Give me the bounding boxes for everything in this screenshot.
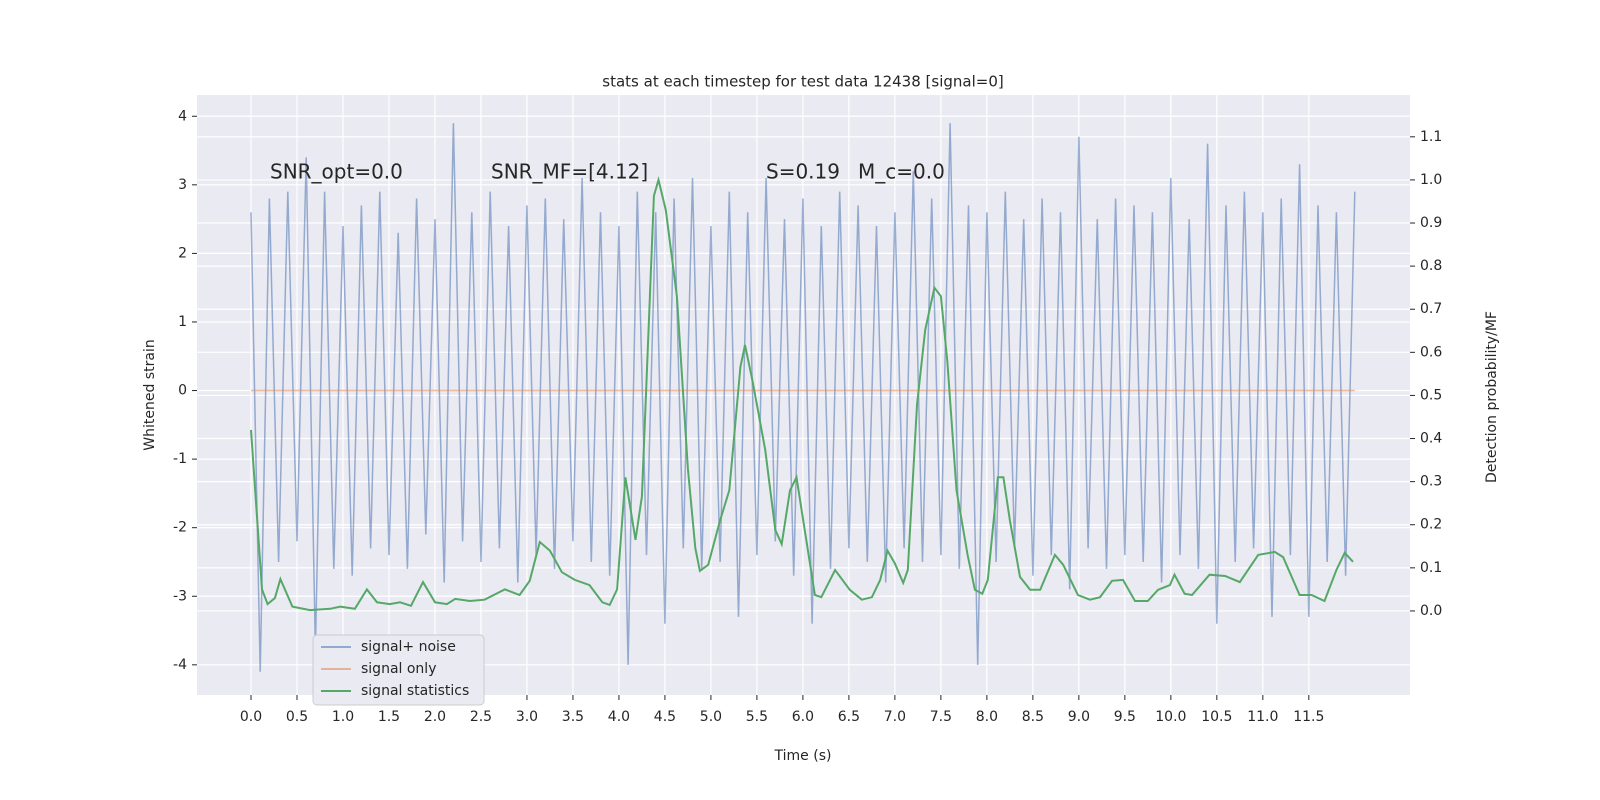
y2-tick-label: 0.0	[1420, 603, 1442, 619]
x-tick-label: 0.0	[240, 709, 262, 725]
x-tick-label: 1.5	[378, 709, 400, 725]
annotation: SNR_opt=0.0	[270, 160, 403, 184]
y2-tick-label: 1.1	[1420, 129, 1442, 145]
y2-tick-label: 0.9	[1420, 215, 1442, 231]
x-tick-label: 7.5	[930, 709, 952, 725]
x-tick-label: 8.5	[1022, 709, 1044, 725]
y-tick-label: -4	[173, 657, 187, 673]
series-line	[250, 123, 1356, 672]
y-tick-label: 1	[178, 314, 187, 330]
x-axis-label: Time (s)	[774, 748, 832, 764]
x-tick-label: 8.0	[976, 709, 998, 725]
x-tick-label: 3.0	[516, 709, 538, 725]
x-tick-label: 7.0	[884, 709, 906, 725]
x-tick-label: 6.5	[838, 709, 860, 725]
y-tick-label: 4	[178, 108, 187, 124]
legend-label: signal statistics	[361, 683, 469, 699]
legend-label: signal+ noise	[361, 639, 456, 655]
y2-tick-label: 0.6	[1420, 344, 1442, 360]
y2-tick-label: 0.2	[1420, 517, 1442, 533]
legend: signal+ noise signal only signal statistic…	[312, 634, 485, 706]
y2-tick-label: 0.8	[1420, 258, 1442, 274]
y2-tick-label: 0.1	[1420, 560, 1442, 576]
y-tick-label: 0	[178, 383, 187, 399]
x-tick-label: 1.0	[332, 709, 354, 725]
legend-box	[312, 634, 485, 706]
y-axis-label: Whitened strain	[142, 339, 158, 450]
x-tick-label: 10.0	[1155, 709, 1186, 725]
x-tick-label: 9.5	[1114, 709, 1136, 725]
y2-tick-label: 0.4	[1420, 431, 1442, 447]
x-tick-label: 3.5	[562, 709, 584, 725]
y-tick-label: 2	[178, 245, 187, 261]
x-tick-label: 2.5	[470, 709, 492, 725]
legend-label: signal only	[361, 661, 436, 677]
x-tick-label: 6.0	[792, 709, 814, 725]
x-tick-label: 2.0	[424, 709, 446, 725]
annotation: S=0.19	[766, 160, 840, 184]
y-tick-label: 3	[178, 177, 187, 193]
y-tick-label: -3	[173, 588, 187, 604]
annotation: SNR_MF=[4.12]	[491, 160, 648, 184]
y2-tick-label: 0.7	[1420, 301, 1442, 317]
series-line	[250, 175, 1354, 612]
chart-title: stats at each timestep for test data 124…	[602, 73, 1003, 91]
y2-tick-label: 0.5	[1420, 387, 1442, 403]
y2-tick-label: 0.3	[1420, 474, 1442, 490]
x-tick-label: 5.5	[746, 709, 768, 725]
x-tick-label: 11.5	[1293, 709, 1324, 725]
x-tick-label: 0.5	[286, 709, 308, 725]
x-tick-label: 4.5	[654, 709, 676, 725]
x-tick-label: 4.0	[608, 709, 630, 725]
x-tick-label: 5.0	[700, 709, 722, 725]
annotation: M_c=0.0	[858, 160, 945, 184]
x-tick-label: 9.0	[1068, 709, 1090, 725]
y-tick-label: -2	[173, 520, 187, 536]
y-tick-label: -1	[173, 451, 187, 467]
x-tick-label: 10.5	[1201, 709, 1232, 725]
y2-axis-label: Detection probability/MF	[1484, 311, 1500, 483]
x-tick-label: 11.0	[1247, 709, 1278, 725]
y2-tick-label: 1.0	[1420, 172, 1442, 188]
